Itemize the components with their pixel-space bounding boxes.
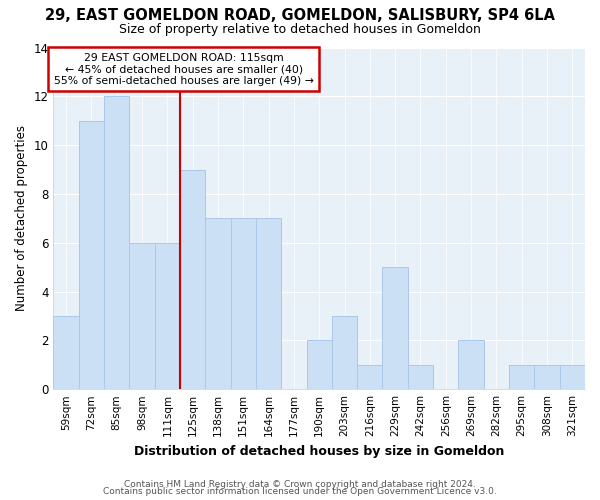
- Text: 29 EAST GOMELDON ROAD: 115sqm
← 45% of detached houses are smaller (40)
55% of s: 29 EAST GOMELDON ROAD: 115sqm ← 45% of d…: [54, 52, 314, 86]
- Bar: [180, 170, 205, 389]
- Bar: [79, 120, 104, 389]
- Bar: [458, 340, 484, 389]
- Bar: [357, 365, 382, 389]
- Bar: [53, 316, 79, 389]
- Text: Contains HM Land Registry data © Crown copyright and database right 2024.: Contains HM Land Registry data © Crown c…: [124, 480, 476, 489]
- Bar: [104, 96, 130, 389]
- X-axis label: Distribution of detached houses by size in Gomeldon: Distribution of detached houses by size …: [134, 444, 505, 458]
- Y-axis label: Number of detached properties: Number of detached properties: [15, 126, 28, 312]
- Bar: [382, 267, 408, 389]
- Text: Size of property relative to detached houses in Gomeldon: Size of property relative to detached ho…: [119, 22, 481, 36]
- Bar: [535, 365, 560, 389]
- Bar: [130, 242, 155, 389]
- Text: 29, EAST GOMELDON ROAD, GOMELDON, SALISBURY, SP4 6LA: 29, EAST GOMELDON ROAD, GOMELDON, SALISB…: [45, 8, 555, 22]
- Bar: [155, 242, 180, 389]
- Bar: [560, 365, 585, 389]
- Bar: [408, 365, 433, 389]
- Bar: [256, 218, 281, 389]
- Bar: [332, 316, 357, 389]
- Bar: [307, 340, 332, 389]
- Bar: [205, 218, 230, 389]
- Bar: [509, 365, 535, 389]
- Text: Contains public sector information licensed under the Open Government Licence v3: Contains public sector information licen…: [103, 488, 497, 496]
- Bar: [230, 218, 256, 389]
